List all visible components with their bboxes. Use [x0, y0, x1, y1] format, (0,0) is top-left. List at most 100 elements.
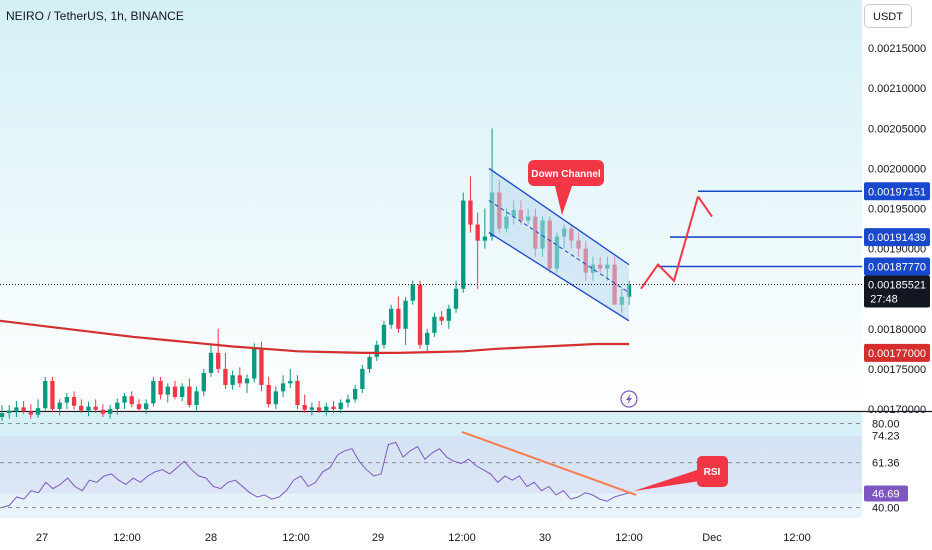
ma-price-tag: 0.00177000	[864, 343, 930, 362]
candle	[187, 378, 192, 408]
price-level-tag: 0.00197151	[864, 182, 930, 201]
price-level-label: 0.00197151	[868, 186, 926, 198]
candle	[165, 383, 170, 403]
candle	[43, 376, 48, 411]
rsi-band-label: 74.23	[872, 431, 900, 443]
candle-body	[129, 396, 134, 405]
rsi-callout-box	[697, 456, 728, 487]
price-level-label: 0.00187770	[868, 261, 926, 273]
moving-average-line	[0, 319, 629, 354]
candle-body	[64, 396, 70, 403]
candle-body	[439, 316, 444, 321]
candle-body	[223, 368, 228, 385]
y-tick-label: 0.00215000	[868, 43, 926, 55]
candle	[201, 368, 206, 397]
candle-body	[396, 308, 401, 329]
candle	[338, 399, 343, 414]
candle-body	[208, 352, 214, 373]
candle-body	[338, 402, 343, 409]
candle-body	[316, 407, 322, 411]
candle	[122, 392, 127, 409]
candle	[374, 340, 379, 361]
candle-body	[374, 344, 379, 357]
candle-body	[367, 356, 372, 369]
candle	[453, 280, 459, 313]
candle	[129, 391, 134, 408]
ma-price-label: 0.00177000	[868, 348, 926, 360]
candle-body	[165, 386, 170, 395]
candle-body	[244, 378, 250, 384]
x-tick-label: 12:00	[448, 532, 476, 544]
candle	[136, 399, 142, 413]
candle	[396, 296, 401, 333]
candle	[266, 376, 271, 408]
candle	[79, 399, 84, 414]
candle	[143, 399, 149, 414]
candle-body	[21, 407, 26, 412]
candle-body	[172, 386, 178, 397]
x-tick-label: 27	[36, 532, 48, 544]
rsi-trendline	[461, 430, 637, 496]
candle	[288, 368, 293, 389]
candle-body	[151, 380, 156, 404]
candle	[468, 176, 473, 233]
candle-body	[35, 408, 41, 415]
candle-body	[7, 410, 12, 414]
rsi-band-tag: 74.23	[864, 427, 908, 444]
price-level-tag: 0.00187770	[864, 257, 930, 276]
candle-body	[180, 386, 185, 397]
price-level-box	[864, 257, 930, 276]
rsi-current-tag: 46.69	[864, 485, 908, 502]
y-tick-label: 0.00170000	[868, 404, 926, 416]
bar-countdown: 27:48	[870, 294, 898, 306]
last-price-label: 0.00185521	[868, 280, 926, 292]
candle-body	[230, 375, 235, 385]
candle	[194, 386, 199, 411]
candle-body	[194, 391, 199, 405]
candle	[403, 296, 408, 345]
candle-body	[237, 375, 242, 384]
candle	[389, 304, 394, 329]
candle-body	[475, 224, 480, 241]
candle-body	[352, 388, 358, 400]
candle	[230, 370, 235, 390]
candle	[180, 383, 185, 401]
candle-body	[295, 380, 300, 405]
candle	[309, 402, 315, 416]
candle	[425, 328, 430, 352]
candle-body	[136, 404, 142, 409]
candle-body	[0, 413, 5, 418]
x-tick-label: 12:00	[282, 532, 310, 544]
price-level-tag: 0.00191439	[864, 228, 930, 247]
candle-body	[43, 380, 48, 409]
candle-body	[158, 380, 163, 395]
candle	[28, 404, 33, 419]
candle	[115, 398, 120, 415]
candle	[252, 343, 257, 383]
candle	[475, 212, 480, 289]
x-tick-label: 12:00	[113, 532, 141, 544]
candle-body	[446, 308, 451, 321]
candle-body	[324, 406, 329, 411]
x-tick-label: 29	[372, 532, 384, 544]
y-tick-label: 0.00190000	[868, 244, 926, 256]
candle-body	[403, 300, 408, 329]
candle	[35, 399, 41, 418]
candle-body	[288, 380, 293, 384]
candle-body	[216, 352, 221, 369]
candle-body	[201, 372, 206, 392]
candle-body	[345, 399, 351, 403]
candle	[57, 399, 62, 416]
candle-body	[453, 288, 459, 309]
candle	[295, 375, 300, 409]
candle-body	[93, 406, 98, 410]
currency-selector[interactable]: USDT	[864, 4, 912, 28]
candle	[93, 399, 98, 414]
y-tick-label: 0.00205000	[868, 123, 926, 135]
candle-body	[360, 368, 365, 389]
candle	[273, 386, 279, 409]
rsi-y-tick-label: 40.00	[872, 503, 900, 515]
candle	[50, 376, 55, 413]
